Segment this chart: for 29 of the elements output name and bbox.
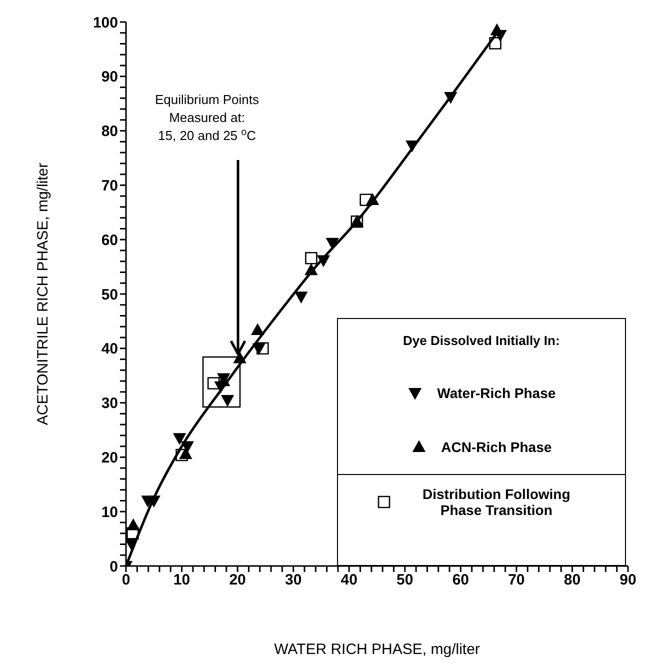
x-tick-label: 50: [396, 572, 414, 589]
y-tick-label: 60: [101, 232, 118, 249]
annotation: Equilibrium Points Measured at: 15, 20 and 25 $^{o}$C: [154, 92, 260, 143]
x-tick-label: 0: [122, 572, 130, 589]
y-axis-title: ACETONITRILE RICH PHASE, mg/liter: [34, 162, 52, 426]
x-tick-label: 20: [229, 572, 246, 589]
y-tick-label: 20: [101, 450, 118, 467]
y-tick-label: 90: [101, 68, 118, 86]
y-tick-label: 100: [92, 14, 118, 32]
x-tick-label: 90: [620, 572, 636, 589]
y-tick-label: 40: [101, 340, 118, 358]
x-tick-label: 80: [564, 572, 581, 589]
y-tick-label: 10: [101, 504, 118, 521]
legend-frame: Distribution Following Phase Transition: [336, 475, 626, 566]
x-tick-label: 60: [452, 572, 470, 589]
x-tick-label: 40: [340, 572, 358, 589]
y-tick-label: 50: [101, 286, 118, 304]
legend-label: Water-Rich Phase: [437, 385, 556, 402]
legend-label: ACN-Rich Phase: [441, 439, 552, 456]
x-tick-label: 70: [508, 572, 525, 589]
legend-label: Distribution Following Phase Transition: [422, 486, 572, 518]
x-axis-title: WATER RICH PHASE, mg/liter: [274, 641, 480, 658]
y-tick-label: 30: [101, 395, 118, 412]
y-tick-label: 70: [101, 178, 118, 195]
y-tick-label: 0: [110, 558, 118, 576]
legend-title: Dye Dissolved Initially In:: [402, 333, 561, 348]
x-tick-label: 10: [173, 572, 190, 589]
x-tick-label: 30: [284, 572, 302, 589]
y-tick-label: 80: [101, 123, 118, 140]
